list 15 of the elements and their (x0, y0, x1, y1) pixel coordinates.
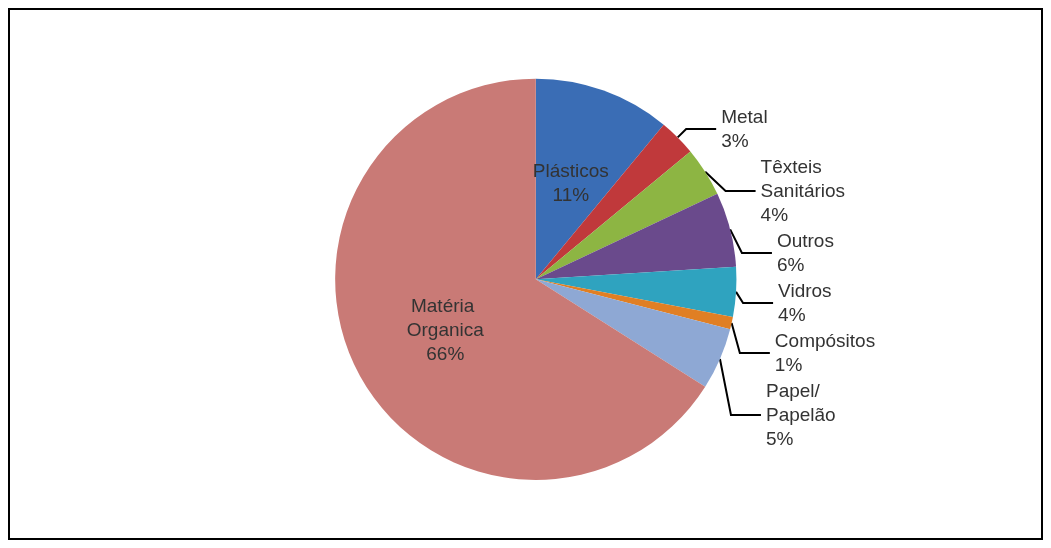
slice-label: Outros (776, 230, 834, 252)
slice-label: Matéria Organica (406, 294, 485, 340)
data-label: 6% (776, 254, 805, 276)
data-label: 3% (721, 130, 749, 152)
slice-label: Compósitos (774, 330, 876, 352)
data-label: 66% (426, 342, 465, 364)
data-label: 11% (552, 183, 590, 205)
slice-label: Papel/Papelão (765, 380, 836, 426)
data-label: 4% (760, 204, 789, 226)
data-label: 1% (774, 354, 803, 376)
slice-label: Têxteis Sanitários (760, 156, 846, 202)
slice-label: Vidros (778, 280, 832, 302)
slice-label: Metal (721, 106, 768, 128)
data-label: 4% (778, 304, 806, 326)
data-label: 5% (765, 428, 794, 450)
